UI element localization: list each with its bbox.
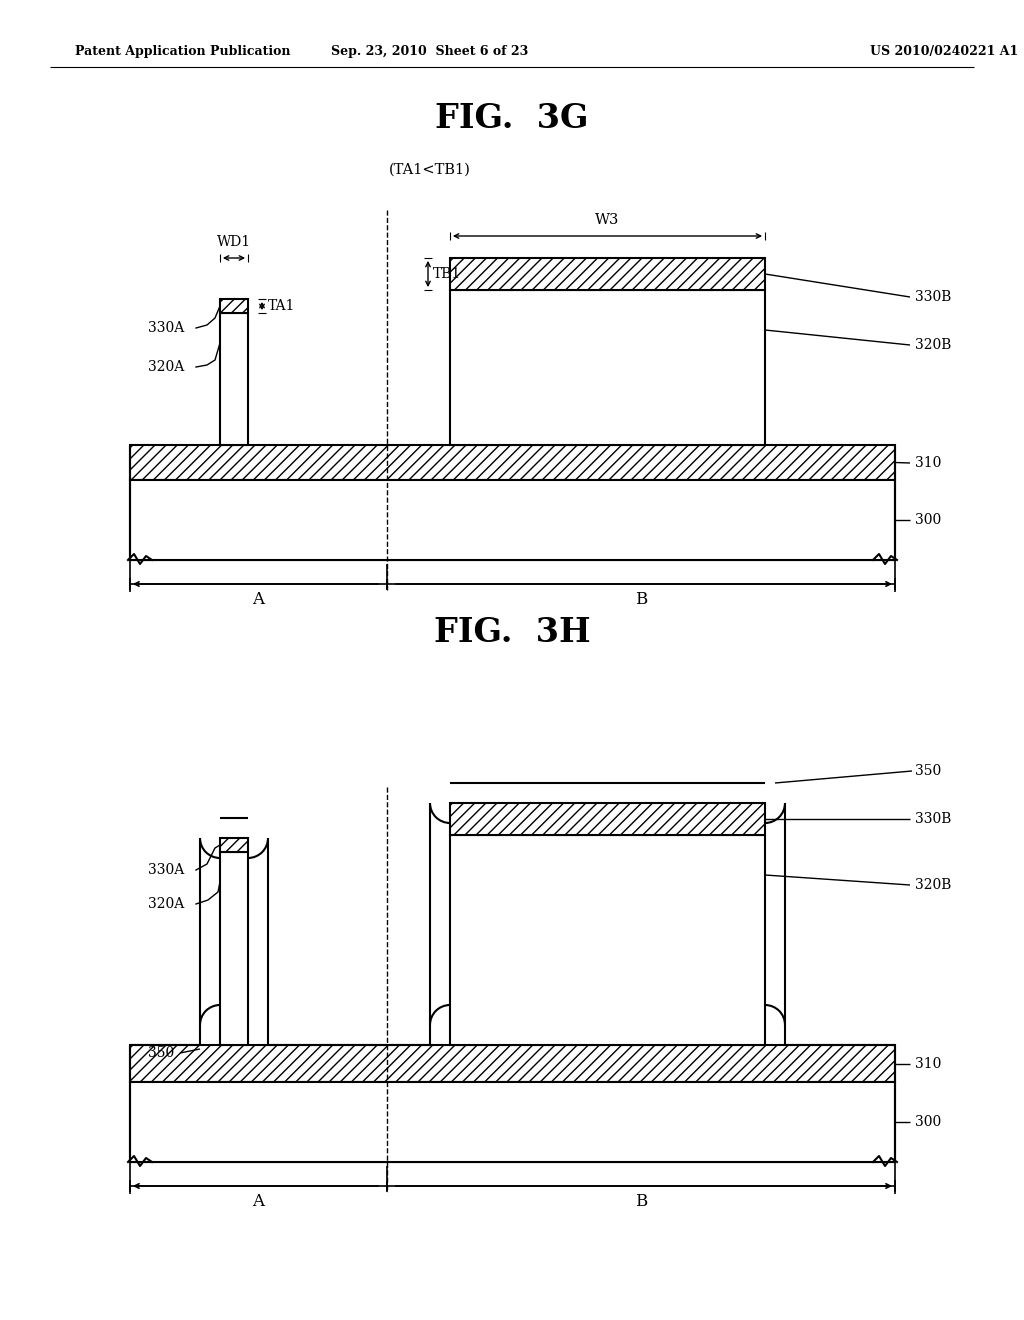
Bar	[130, 1045, 895, 1082]
Text: TA1: TA1	[268, 300, 295, 313]
Bar	[130, 1082, 895, 1162]
Text: 330A: 330A	[148, 321, 184, 335]
Text: (TA1<TB1): (TA1<TB1)	[389, 162, 471, 177]
Text: WD1: WD1	[217, 235, 251, 249]
Text: 350: 350	[148, 1045, 174, 1060]
Text: 310: 310	[915, 455, 941, 470]
Text: 310: 310	[915, 1056, 941, 1071]
Text: 300: 300	[915, 1115, 941, 1129]
Text: Sep. 23, 2010  Sheet 6 of 23: Sep. 23, 2010 Sheet 6 of 23	[332, 45, 528, 58]
Bar	[130, 480, 895, 560]
Text: B: B	[635, 591, 647, 609]
Bar	[450, 836, 765, 1045]
Text: W3: W3	[595, 213, 620, 227]
Text: A: A	[253, 591, 264, 609]
Text: US 2010/0240221 A1: US 2010/0240221 A1	[870, 45, 1018, 58]
Text: 320A: 320A	[148, 360, 184, 374]
Text: 320A: 320A	[148, 898, 184, 911]
Text: 320B: 320B	[915, 878, 951, 892]
Bar	[450, 803, 765, 836]
Text: 300: 300	[915, 513, 941, 527]
Text: FIG.  3G: FIG. 3G	[435, 102, 589, 135]
Text: FIG.  3H: FIG. 3H	[434, 615, 590, 648]
Bar	[220, 851, 248, 1045]
Text: 330B: 330B	[915, 290, 951, 304]
Text: 330B: 330B	[915, 812, 951, 826]
Bar	[220, 300, 248, 313]
Text: Patent Application Publication: Patent Application Publication	[75, 45, 291, 58]
Bar	[450, 257, 765, 290]
Bar	[130, 445, 895, 480]
Bar	[220, 313, 248, 445]
Text: 320B: 320B	[915, 338, 951, 352]
Bar	[450, 290, 765, 445]
Bar	[220, 838, 248, 851]
Text: TB1: TB1	[433, 267, 461, 281]
Text: B: B	[635, 1193, 647, 1210]
Text: 330A: 330A	[148, 863, 184, 876]
Text: A: A	[253, 1193, 264, 1210]
Text: 350: 350	[915, 764, 941, 777]
